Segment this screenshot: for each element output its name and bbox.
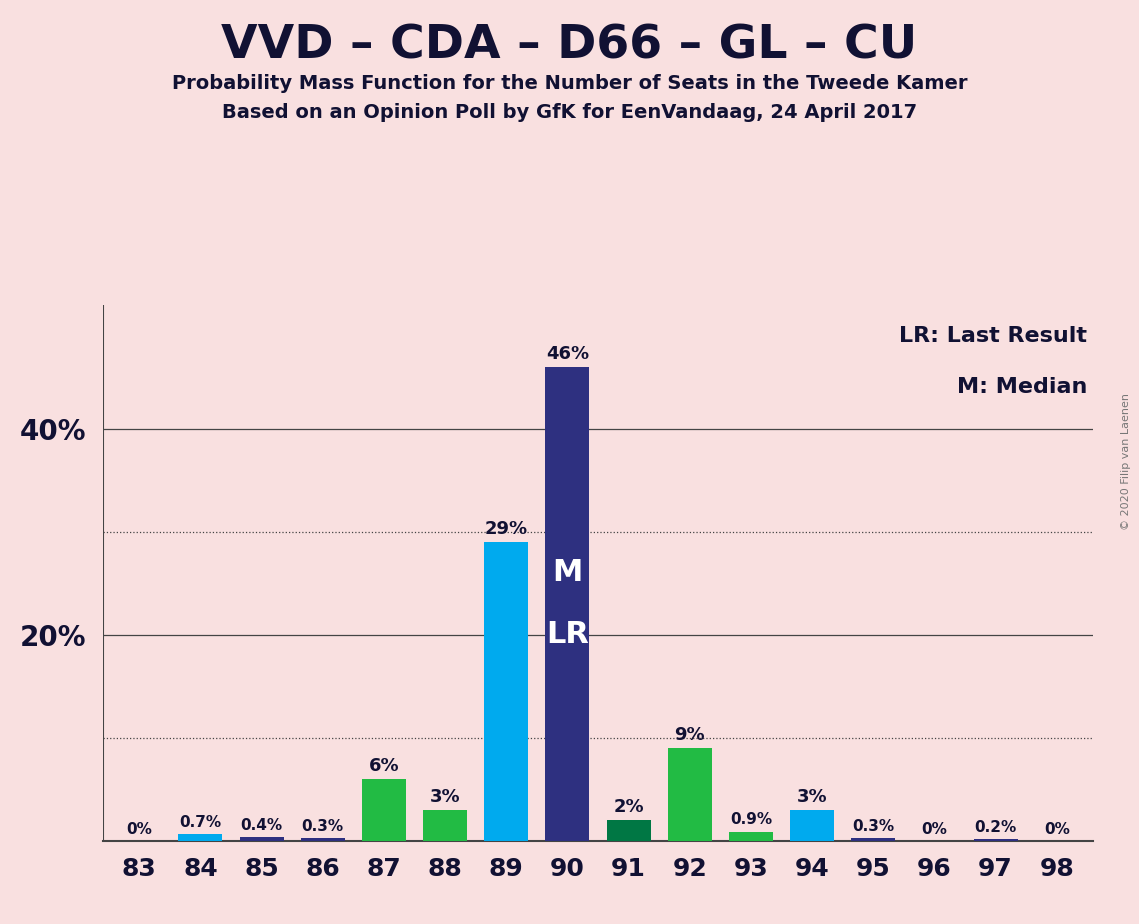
- Text: M: M: [552, 558, 582, 588]
- Bar: [362, 779, 405, 841]
- Text: Probability Mass Function for the Number of Seats in the Tweede Kamer: Probability Mass Function for the Number…: [172, 74, 967, 93]
- Bar: [301, 838, 345, 841]
- Text: M: Median: M: Median: [957, 377, 1088, 397]
- Text: 0.9%: 0.9%: [730, 812, 772, 828]
- Text: LR: LR: [546, 620, 589, 650]
- Text: 6%: 6%: [369, 757, 399, 775]
- Text: 0.3%: 0.3%: [302, 819, 344, 833]
- Text: 0.2%: 0.2%: [975, 820, 1017, 834]
- Text: 2%: 2%: [613, 798, 644, 816]
- Bar: [729, 832, 773, 841]
- Bar: [239, 837, 284, 841]
- Text: 0%: 0%: [1043, 821, 1070, 837]
- Text: 3%: 3%: [797, 788, 827, 806]
- Text: Based on an Opinion Poll by GfK for EenVandaag, 24 April 2017: Based on an Opinion Poll by GfK for EenV…: [222, 103, 917, 123]
- Text: 46%: 46%: [546, 345, 589, 362]
- Text: 0%: 0%: [126, 821, 153, 837]
- Text: 0.3%: 0.3%: [852, 819, 894, 833]
- Text: 0.4%: 0.4%: [240, 818, 282, 833]
- Bar: [790, 810, 834, 841]
- Text: 9%: 9%: [674, 726, 705, 744]
- Bar: [546, 367, 589, 841]
- Text: 29%: 29%: [485, 520, 527, 538]
- Text: 0.7%: 0.7%: [179, 814, 221, 830]
- Bar: [423, 810, 467, 841]
- Text: © 2020 Filip van Laenen: © 2020 Filip van Laenen: [1121, 394, 1131, 530]
- Bar: [851, 838, 895, 841]
- Text: 3%: 3%: [429, 788, 460, 806]
- Text: LR: Last Result: LR: Last Result: [900, 325, 1088, 346]
- Bar: [179, 833, 222, 841]
- Text: 0%: 0%: [921, 821, 948, 837]
- Bar: [484, 542, 528, 841]
- Bar: [974, 839, 1017, 841]
- Bar: [667, 748, 712, 841]
- Bar: [607, 821, 650, 841]
- Text: VVD – CDA – D66 – GL – CU: VVD – CDA – D66 – GL – CU: [221, 23, 918, 68]
